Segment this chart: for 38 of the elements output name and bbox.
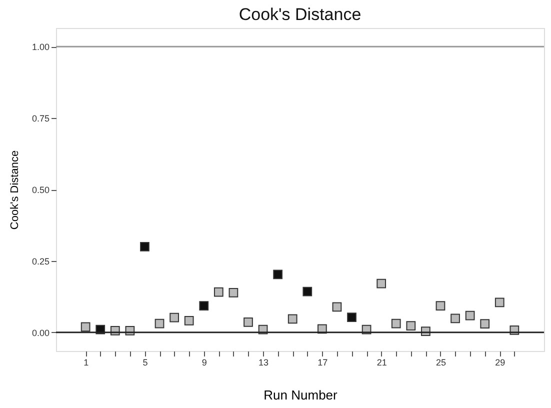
- point: [170, 312, 179, 322]
- x-tick-label: 21: [376, 358, 387, 368]
- x-tick-label: 25: [436, 358, 446, 368]
- point: [332, 302, 342, 312]
- point: [228, 288, 238, 298]
- y-tick-label: 0.00: [32, 328, 50, 338]
- point: [184, 316, 194, 326]
- x-tick-label: 29: [495, 358, 506, 368]
- x-tick-label: 1: [84, 358, 89, 368]
- point: [273, 270, 282, 280]
- y-tick-label: 1.00: [32, 42, 50, 52]
- point: [465, 310, 475, 320]
- point: [199, 301, 209, 311]
- x-tick-label: 5: [142, 358, 148, 368]
- y-tick-label: 0.50: [32, 185, 50, 195]
- point: [391, 318, 401, 328]
- chart-title: Cook's Distance: [238, 5, 362, 24]
- y-tick-label: 0.25: [32, 256, 50, 266]
- x-tick-label: 17: [318, 358, 328, 368]
- point: [494, 298, 504, 308]
- point: [480, 319, 490, 329]
- point: [347, 312, 356, 322]
- point: [302, 286, 312, 296]
- point: [406, 321, 416, 331]
- x-axis-title: Run Number: [264, 388, 338, 402]
- point: [154, 318, 164, 328]
- point: [450, 314, 460, 324]
- y-axis-title: Cook's Distance: [8, 150, 21, 230]
- y-tick-label: 0.75: [32, 114, 50, 124]
- x-tick-label: 13: [258, 358, 269, 368]
- point: [244, 317, 253, 327]
- point: [376, 278, 386, 288]
- point: [214, 287, 224, 297]
- point: [288, 314, 298, 324]
- x-tick-label: 9: [202, 358, 207, 368]
- point: [140, 242, 150, 252]
- point: [436, 301, 446, 311]
- point: [80, 322, 90, 332]
